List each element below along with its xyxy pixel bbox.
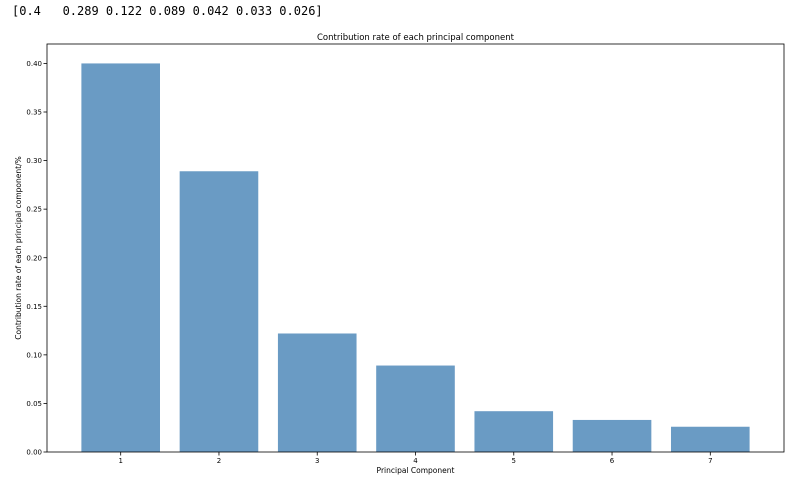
- y-tick-label: 0.30: [26, 157, 42, 165]
- x-tick-label: 3: [315, 457, 319, 465]
- y-tick-label: 0.00: [26, 449, 42, 457]
- console-output-text: [0.4 0.289 0.122 0.089 0.042 0.033 0.026…: [12, 4, 323, 18]
- plot-area: 0.00 0.05 0.10 0.15 0.20 0.25 0.30 0.35 0.40 1 2 3 4…: [26, 43, 785, 465]
- y-tick-label: 0.35: [26, 109, 42, 117]
- y-tick-label: 0.20: [26, 254, 42, 262]
- bar-2: [179, 171, 259, 452]
- y-tick-label: 0.10: [26, 351, 42, 359]
- y-tick-label: 0.40: [26, 60, 42, 68]
- bar-3: [277, 333, 357, 452]
- bar-7: [670, 426, 750, 452]
- x-tick-label: 5: [512, 457, 516, 465]
- bar-1: [81, 63, 160, 453]
- y-tick-label: 0.15: [26, 303, 42, 311]
- x-tick-label: 2: [217, 457, 221, 465]
- bar-6: [572, 419, 652, 452]
- x-axis-label: Principal Component: [377, 466, 455, 475]
- y-tick-label: 0.25: [26, 206, 42, 214]
- x-tick-label: 4: [413, 457, 418, 465]
- bar-4: [376, 365, 455, 452]
- x-tick-label: 1: [118, 457, 122, 465]
- x-tick-label: 6: [610, 457, 615, 465]
- bar-5: [474, 411, 554, 452]
- y-axis-label: Contribution rate of each principal comp…: [14, 156, 23, 339]
- x-tick-label: 7: [708, 457, 712, 465]
- chart-title: Contribution rate of each principal comp…: [317, 33, 515, 43]
- y-tick-label: 0.05: [26, 400, 42, 408]
